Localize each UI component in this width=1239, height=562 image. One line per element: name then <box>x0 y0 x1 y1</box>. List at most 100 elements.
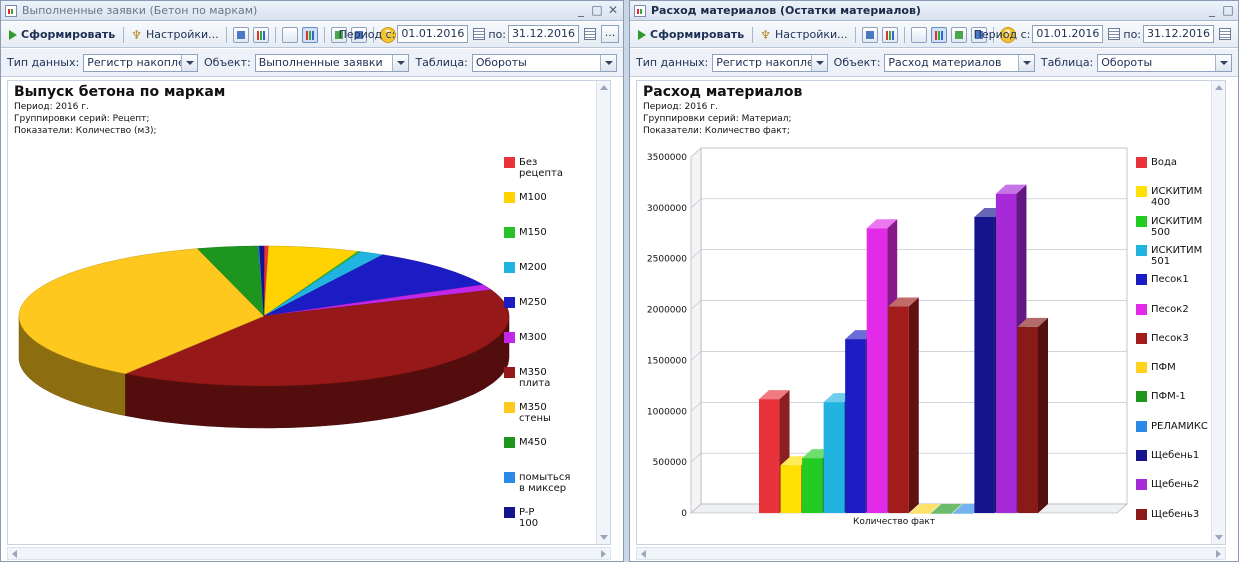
data-type-select[interactable]: Регистр накопления <box>83 53 198 72</box>
filter-icon[interactable] <box>910 26 927 43</box>
legend-swatch <box>504 507 515 518</box>
legend-swatch <box>1136 508 1147 520</box>
scroll-right-icon[interactable] <box>601 550 606 558</box>
calendar-icon[interactable] <box>1219 28 1231 40</box>
legend-label: Вода <box>1151 157 1178 168</box>
separator <box>123 26 125 43</box>
pie-slice[interactable] <box>263 245 359 317</box>
gridline <box>690 147 1127 158</box>
settings-button[interactable]: ♆ Настройки... <box>757 28 850 42</box>
title-bar[interactable]: Расход материалов (Остатки материалов) _… <box>630 1 1238 21</box>
pie-slice[interactable] <box>259 245 265 317</box>
legend-item: ПФМ-1 <box>1136 391 1186 403</box>
maximize-icon[interactable]: □ <box>1222 3 1234 17</box>
legend-swatch <box>1136 157 1147 168</box>
legend-swatch <box>504 332 515 343</box>
window-concrete-by-grade: Выполненные заявки (Бетон по маркам) _ □… <box>0 0 624 562</box>
generate-button[interactable]: Сформировать <box>5 28 119 41</box>
legend-label: M150 <box>519 227 547 238</box>
generate-button[interactable]: Сформировать <box>634 28 748 41</box>
legend-item: Щебень3 <box>1136 508 1199 520</box>
bar-chart[interactable]: 0 500000 1000000 1500000 2000000 2500000 30000… <box>637 81 1137 545</box>
period-to-field[interactable]: 31.12.2016 <box>508 25 579 43</box>
legend-label: M450 <box>519 437 547 448</box>
pie-slice[interactable] <box>18 248 265 374</box>
minimize-icon[interactable]: _ <box>578 3 584 17</box>
period-to-field[interactable]: 31.12.2016 <box>1143 25 1214 43</box>
data-type-select[interactable]: Регистр накопления <box>712 53 828 72</box>
scroll-down-icon[interactable] <box>1215 535 1223 540</box>
save-settings-icon[interactable] <box>330 26 347 43</box>
chevron-down-icon[interactable] <box>1017 54 1034 71</box>
bar[interactable] <box>931 504 962 514</box>
table-select[interactable]: Обороты <box>1097 53 1232 72</box>
toolbar: Сформировать ♆ Настройки... ? Период с: 0… <box>1 22 623 48</box>
y-tick-label: 500000 <box>653 458 688 468</box>
period-from-field[interactable]: 01.01.2016 <box>397 25 469 43</box>
vertical-scrollbar[interactable] <box>1211 81 1225 544</box>
bar[interactable] <box>888 297 919 513</box>
table-select[interactable]: Обороты <box>471 53 617 72</box>
pie-slice[interactable] <box>124 289 510 387</box>
chart-view-icon[interactable] <box>301 26 318 43</box>
legend-label: M350 стены <box>519 402 551 424</box>
scroll-left-icon[interactable] <box>12 550 17 558</box>
settings-button[interactable]: ♆ Настройки... <box>128 28 221 42</box>
object-select[interactable]: Выполненные заявки <box>254 53 410 72</box>
save-settings-icon[interactable] <box>950 26 967 43</box>
chevron-down-icon[interactable] <box>392 54 409 71</box>
horizontal-scrollbar[interactable] <box>636 547 1226 560</box>
title-bar[interactable]: Выполненные заявки (Бетон по маркам) _ □… <box>1 1 623 21</box>
scroll-down-icon[interactable] <box>600 535 608 540</box>
scroll-left-icon[interactable] <box>641 550 646 558</box>
chevron-down-icon[interactable] <box>810 54 827 71</box>
close-icon[interactable]: ✕ <box>607 3 619 17</box>
chevron-down-icon[interactable] <box>600 54 616 71</box>
maximize-icon[interactable]: □ <box>591 3 603 17</box>
legend-label: ИСКИТИМ 501 <box>1151 244 1203 267</box>
legend-item: M250 <box>504 297 547 308</box>
help-icon[interactable]: ? <box>379 26 396 43</box>
pie-slice[interactable] <box>196 245 265 317</box>
legend-item: M350 стены <box>504 402 551 424</box>
minimize-icon[interactable]: _ <box>1209 3 1215 17</box>
report-period: Период: 2016 г. <box>14 102 89 112</box>
help-icon[interactable]: ? <box>999 26 1016 43</box>
bar[interactable] <box>1017 317 1048 513</box>
y-tick-label: 3500000 <box>647 153 687 163</box>
toolbar: Сформировать ♆ Настройки... ? Период с: 0… <box>630 22 1238 48</box>
separator <box>903 26 905 43</box>
pie-slice[interactable] <box>263 254 484 317</box>
period-from-field[interactable]: 01.01.2016 <box>1032 25 1104 43</box>
legend-swatch <box>1136 479 1147 491</box>
chart-icon[interactable] <box>252 26 269 43</box>
chevron-down-icon[interactable] <box>1215 54 1231 71</box>
vertical-scrollbar[interactable] <box>596 81 610 544</box>
period-select-button[interactable]: ... <box>601 25 619 43</box>
legend-item: РЕЛАМИКС <box>1136 420 1208 432</box>
report-title: Выпуск бетона по маркам <box>14 84 226 100</box>
calendar-icon[interactable] <box>473 28 486 40</box>
chevron-down-icon[interactable] <box>180 54 197 71</box>
filter-icon[interactable] <box>281 26 298 43</box>
load-settings-icon[interactable] <box>970 26 987 43</box>
chart-icon[interactable] <box>881 26 898 43</box>
separator <box>372 26 374 43</box>
object-select[interactable]: Расход материалов <box>884 53 1035 72</box>
chart-view-icon[interactable] <box>930 26 947 43</box>
legend-item: ИСКИТИМ 500 <box>1136 215 1202 238</box>
report-area: Расход материалов Период: 2016 г. Группи… <box>636 80 1226 545</box>
legend-swatch <box>1136 332 1147 344</box>
scroll-right-icon[interactable] <box>1216 550 1221 558</box>
bar[interactable] <box>909 504 941 514</box>
scroll-up-icon[interactable] <box>600 85 608 90</box>
load-settings-icon[interactable] <box>350 26 367 43</box>
print-icon[interactable] <box>232 26 249 43</box>
scroll-up-icon[interactable] <box>1215 85 1223 90</box>
calendar-icon[interactable] <box>1108 28 1121 40</box>
horizontal-scrollbar[interactable] <box>7 547 611 560</box>
calendar-icon[interactable] <box>584 28 596 40</box>
table-value: Обороты <box>475 55 527 69</box>
print-icon[interactable] <box>861 26 878 43</box>
pie-chart[interactable] <box>8 81 598 545</box>
